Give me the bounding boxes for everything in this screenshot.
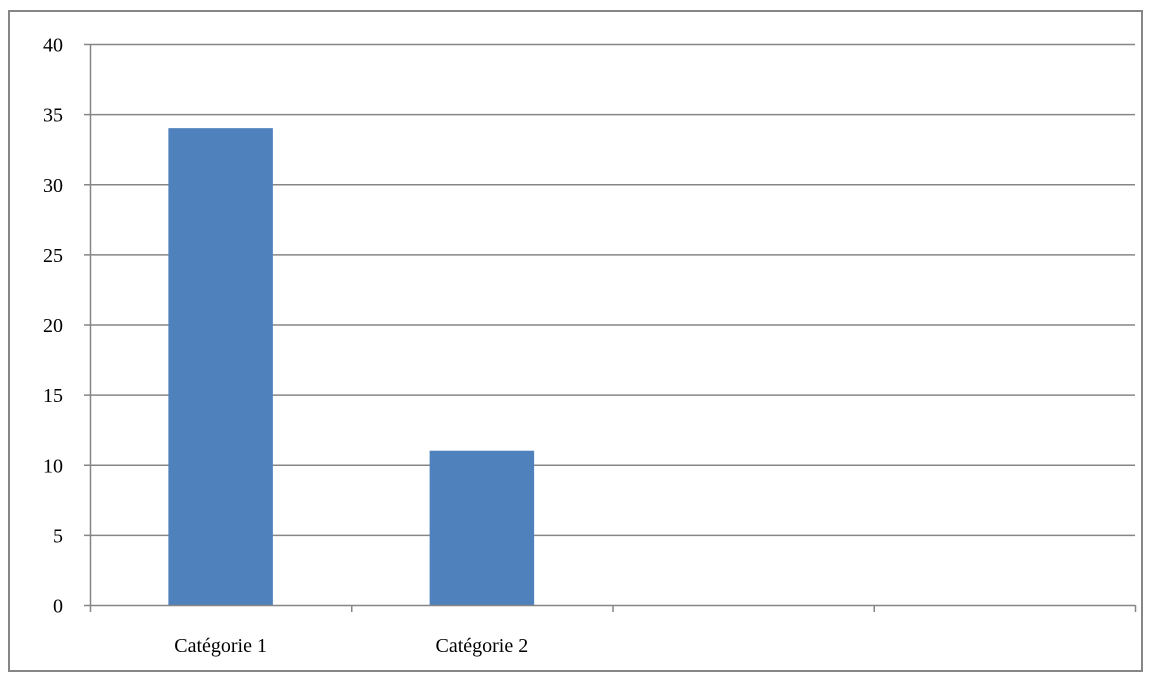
x-tick-label: Catégorie 1 [174,635,267,657]
y-tick-label: 10 [43,455,63,477]
x-tick-label: Catégorie 2 [436,635,529,657]
bars [168,128,534,605]
y-tick-label: 35 [43,105,63,127]
y-tick-label: 5 [53,525,63,547]
bar [430,451,535,605]
bar [168,128,273,605]
y-tick-label: 25 [43,245,63,267]
y-tick-label: 40 [43,35,63,57]
y-tick-label: 15 [43,385,63,407]
y-tick-label: 20 [43,315,63,337]
y-tick-label: 30 [43,175,63,197]
y-tick-label: 0 [53,596,63,618]
